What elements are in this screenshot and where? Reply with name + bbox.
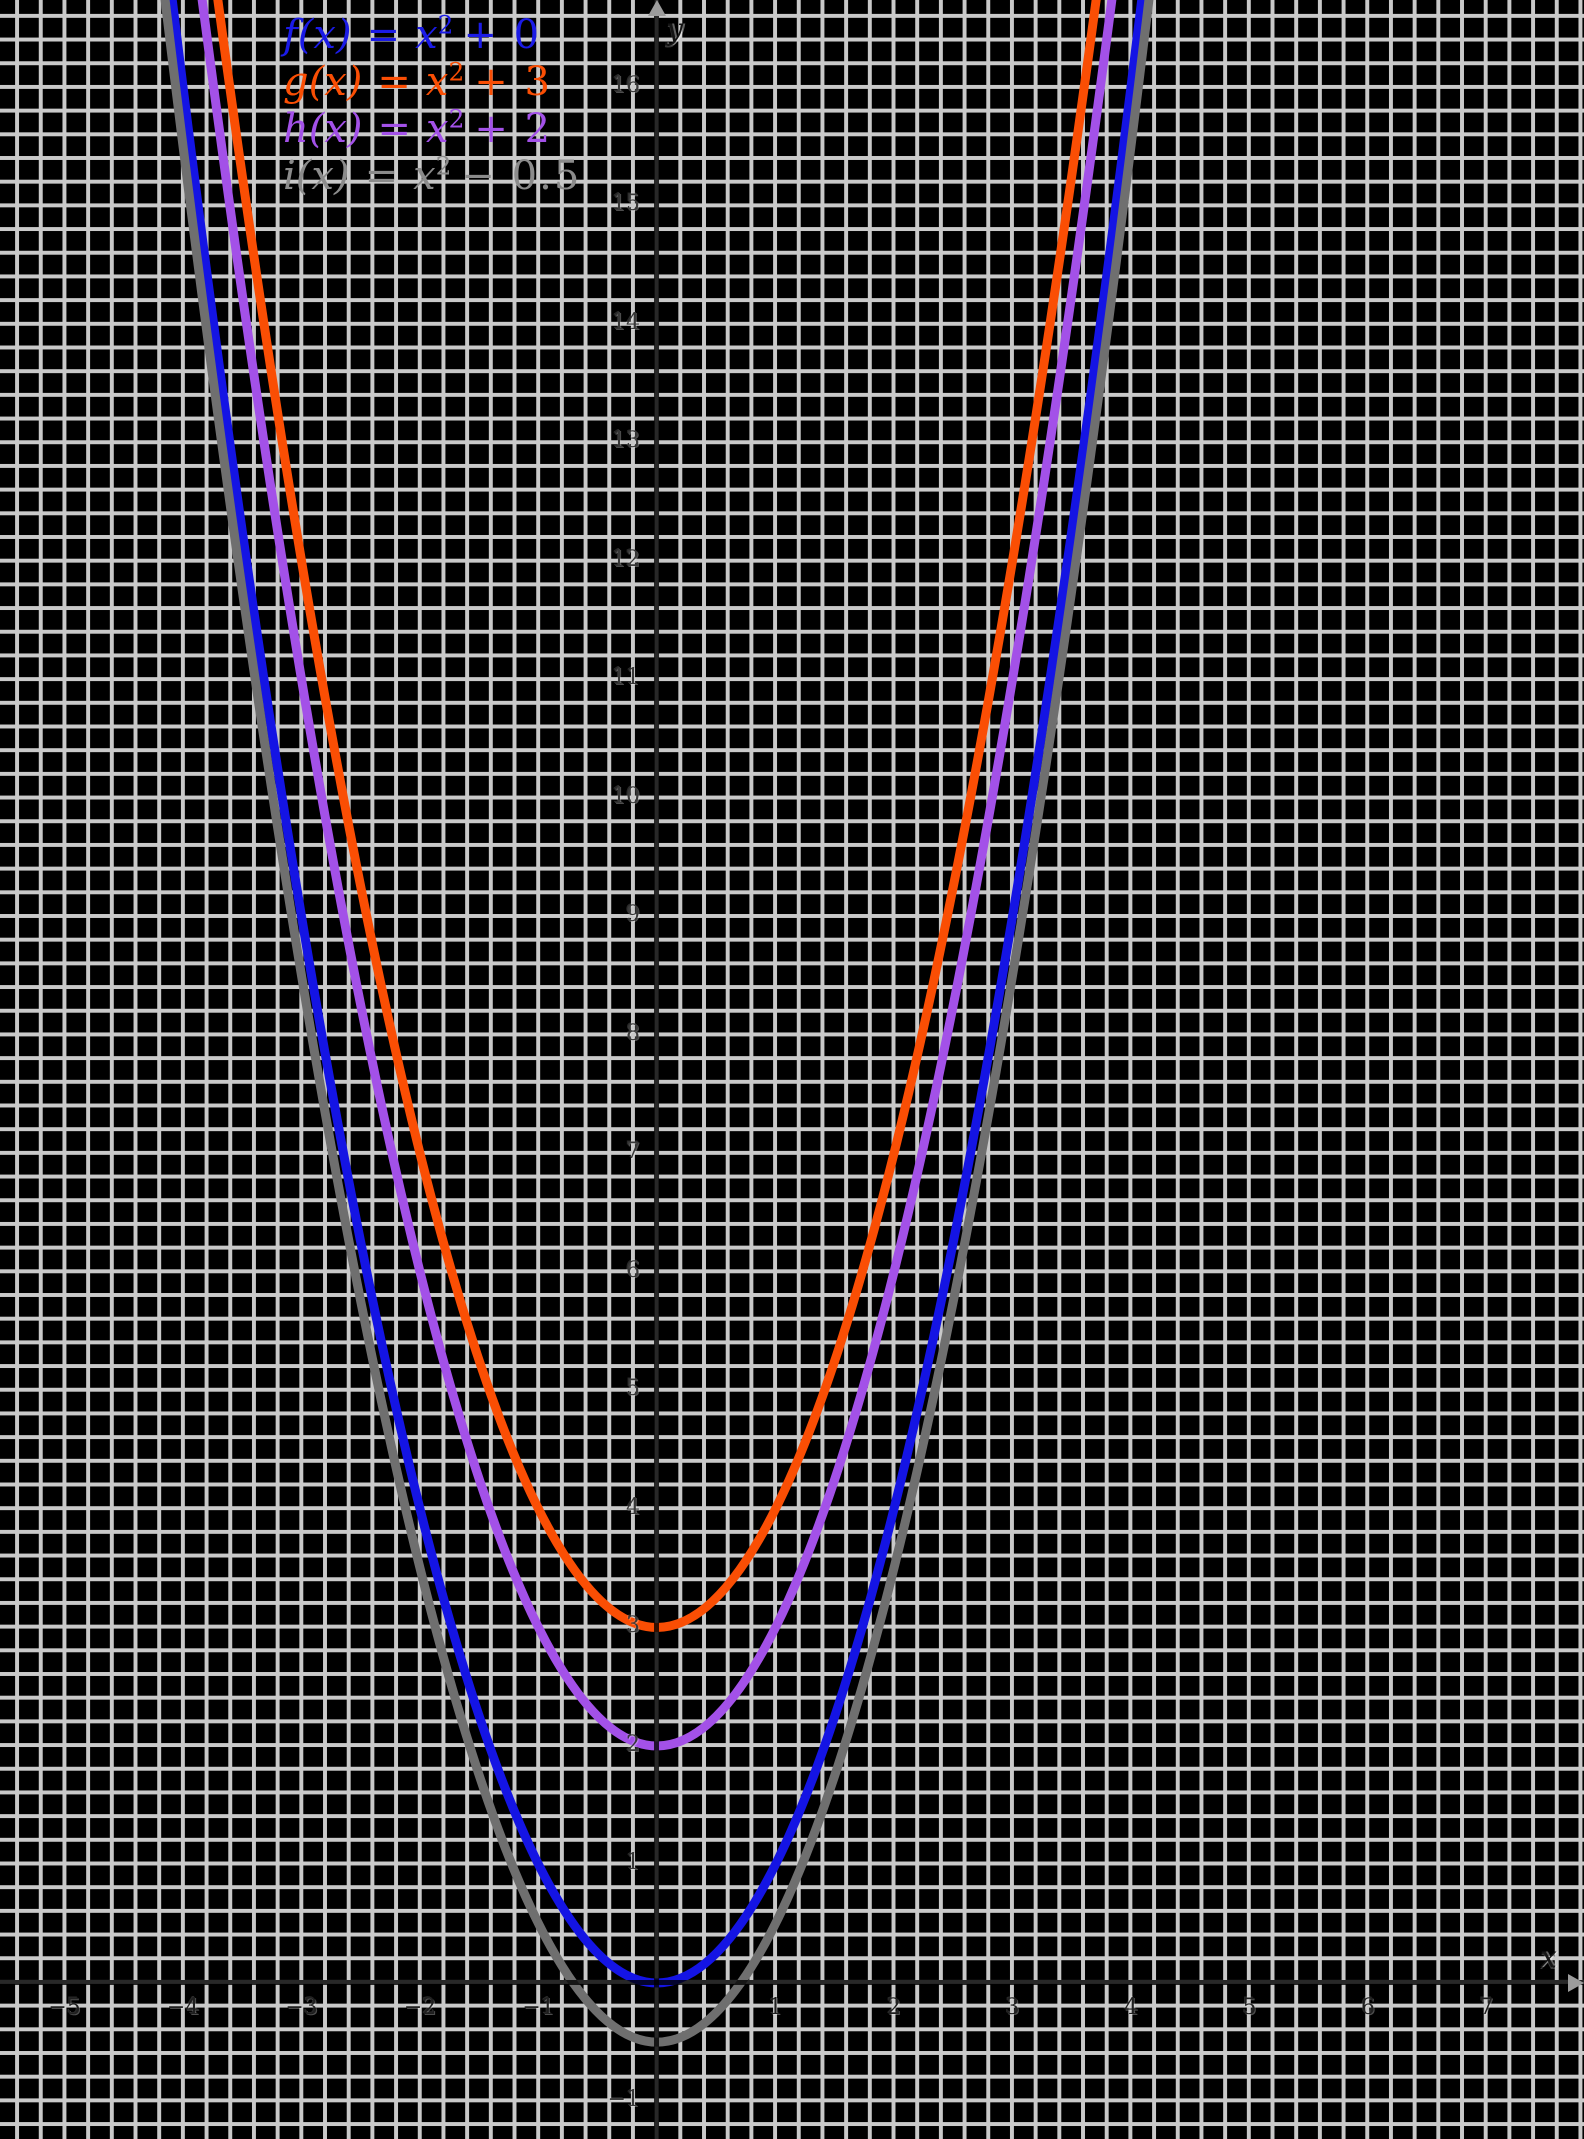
legend: f(x) = x2 + 0 g(x) = x2 + 3 h(x) = x2 + 2 i(x) = x2… [283, 12, 581, 200]
legend-base: x [425, 59, 449, 105]
x-tick-label: −4 [166, 1995, 200, 2020]
y-tick-label: 7 [626, 1139, 640, 1165]
y-tick-label: 12 [612, 546, 640, 572]
legend-offset: + 3 [474, 59, 552, 105]
x-axis-label: x [1540, 1940, 1557, 1975]
x-tick-label: 5 [1242, 1995, 1257, 2020]
x-tick-label: −1 [522, 1995, 555, 2020]
legend-base: x [426, 106, 449, 152]
x-tick-label: 4 [1124, 1995, 1138, 2020]
y-tick-label: 14 [612, 309, 640, 335]
legend-func-name: g(x) [283, 59, 363, 105]
legend-exponent: 2 [437, 10, 454, 40]
y-tick-label: 4 [626, 1494, 640, 1520]
legend-item-f: f(x) = x2 + 0 [283, 12, 581, 59]
x-tick-label: 6 [1360, 1995, 1375, 2020]
y-axis-label: y [666, 12, 683, 47]
y-axis-line [654, 0, 659, 2139]
y-tick-label: 16 [612, 72, 640, 98]
legend-equals: = [377, 106, 412, 152]
legend-item-i: i(x) = x2 − 0.5 [283, 153, 581, 200]
y-tick-label: 13 [612, 428, 640, 454]
legend-exponent: 2 [435, 151, 452, 181]
x-tick-label: 3 [1005, 1995, 1020, 2020]
x-tick-label: 7 [1479, 1995, 1494, 2020]
x-axis-arrow-icon [1568, 1974, 1584, 1992]
x-tick-label: −2 [403, 1995, 437, 2020]
legend-func-name: h(x) [283, 106, 363, 152]
legend-item-g: g(x) = x2 + 3 [283, 59, 581, 106]
legend-offset: + 2 [474, 106, 553, 152]
legend-equals: = [366, 12, 401, 58]
legend-offset: + 0 [463, 12, 542, 58]
legend-exponent: 2 [448, 104, 465, 134]
y-tick-label: 9 [626, 902, 640, 928]
x-tick-label: 1 [768, 1995, 783, 2020]
legend-base: x [413, 153, 436, 199]
legend-offset: − 0.5 [461, 153, 582, 199]
y-tick-label: 10 [612, 783, 640, 809]
x-axis-line [0, 1980, 1584, 1985]
legend-base: x [415, 12, 438, 58]
legend-item-h: h(x) = x2 + 2 [283, 106, 581, 153]
legend-equals: = [377, 59, 411, 105]
y-tick-label: 11 [612, 665, 640, 691]
y-tick-label: 8 [626, 1020, 640, 1046]
y-tick-label: 15 [612, 191, 640, 217]
y-tick-label: 5 [626, 1376, 640, 1402]
y-tick-label: 1 [626, 1850, 640, 1876]
x-tick-label: −5 [48, 1995, 81, 2020]
legend-equals: = [364, 153, 399, 199]
y-tick-label: 2 [626, 1731, 640, 1757]
legend-func-name: i(x) [283, 153, 350, 199]
legend-exponent: 2 [448, 57, 465, 87]
y-tick-label: −1 [607, 2087, 640, 2113]
x-tick-label: 2 [887, 1995, 902, 2020]
y-tick-label: 3 [626, 1613, 640, 1639]
legend-func-name: f(x) [283, 12, 352, 58]
y-tick-label: 6 [626, 1257, 640, 1283]
y-axis-arrow-icon [648, 0, 666, 16]
x-tick-label: −3 [285, 1995, 318, 2020]
